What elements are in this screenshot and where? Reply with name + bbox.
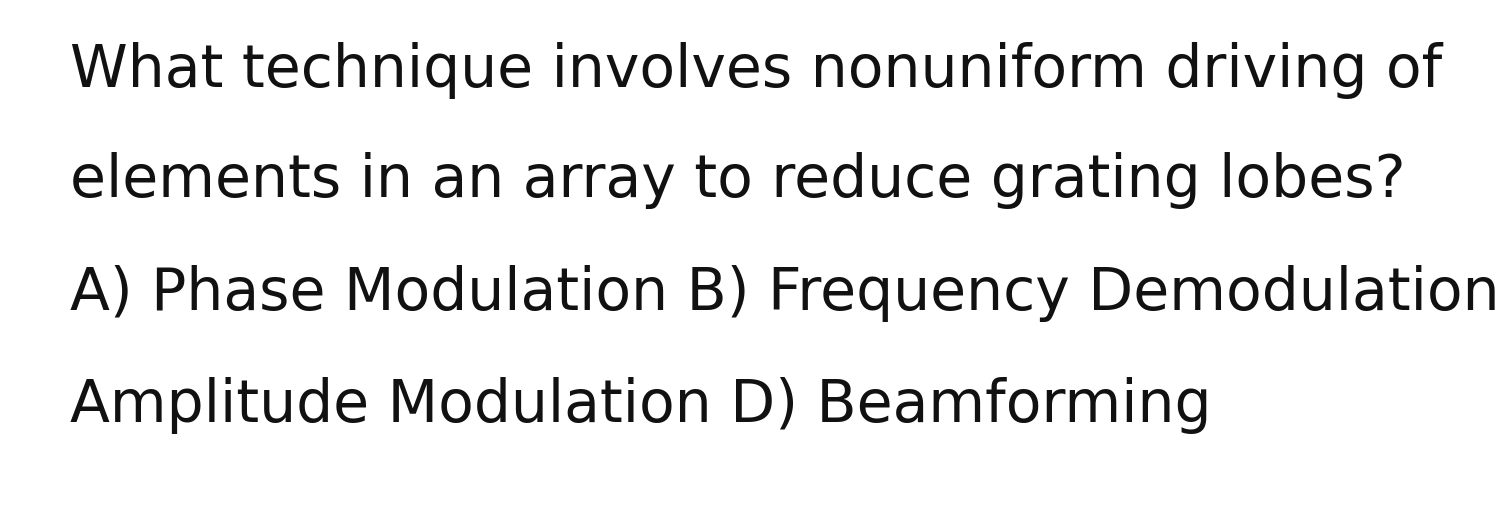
Text: What technique involves nonuniform driving of: What technique involves nonuniform drivi… [70,42,1443,99]
Text: A) Phase Modulation B) Frequency Demodulation C): A) Phase Modulation B) Frequency Demodul… [70,265,1500,322]
Text: elements in an array to reduce grating lobes?: elements in an array to reduce grating l… [70,152,1406,209]
Text: Amplitude Modulation D) Beamforming: Amplitude Modulation D) Beamforming [70,377,1212,434]
